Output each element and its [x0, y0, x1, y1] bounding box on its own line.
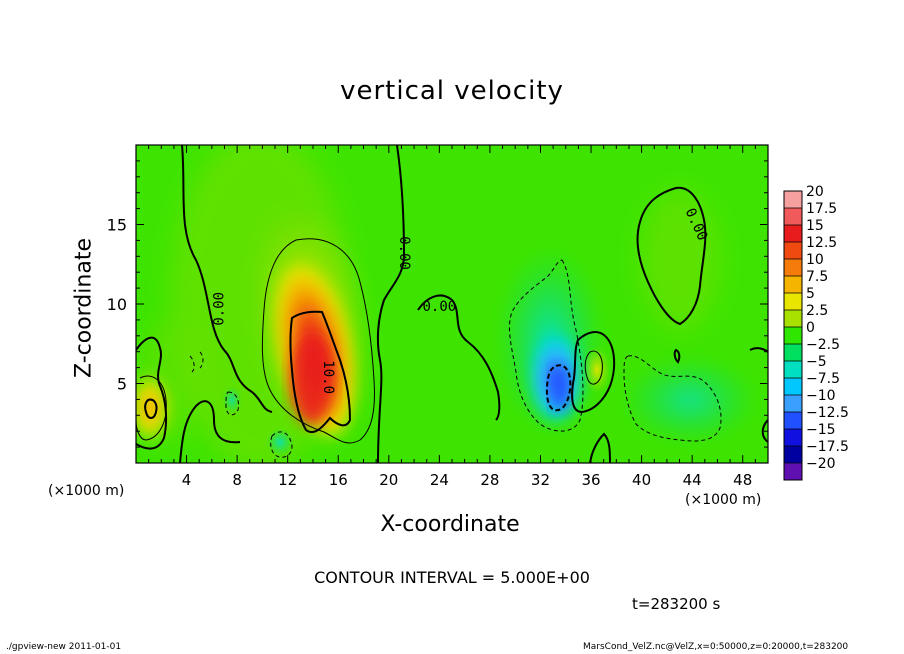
colorbar-swatch — [784, 446, 802, 463]
footer-source: MarsCond_VelZ.nc@VelZ,x=0:50000,z=0:2000… — [583, 642, 849, 652]
colorbar-label: 17.5 — [806, 201, 837, 217]
x-tick-label: 8 — [232, 471, 242, 489]
colorbar-swatch — [784, 208, 802, 225]
colorbar-label: 20 — [806, 184, 824, 200]
colorbar-label: 7.5 — [806, 269, 828, 285]
colorbar-swatch — [784, 310, 802, 327]
colorbar-label: 10 — [806, 252, 824, 268]
colorbar-label: 12.5 — [806, 235, 837, 251]
x-tick-label: 28 — [480, 471, 499, 489]
time-label: t=283200 s — [632, 595, 721, 613]
x-tick-label: 12 — [278, 471, 297, 489]
contour-label: 0.00 — [423, 299, 457, 315]
x-tick-label: 20 — [379, 471, 398, 489]
y-tick-label: 15 — [107, 216, 127, 235]
colorbar-label: −20 — [806, 456, 836, 472]
colorbar-label: −12.5 — [806, 405, 849, 421]
positive-contours — [136, 238, 603, 444]
x-tick-label: 40 — [632, 471, 651, 489]
x-axis-label: X-coordinate — [380, 512, 520, 537]
x-tick-label: 4 — [182, 471, 192, 489]
x-tick-label: 36 — [581, 471, 600, 489]
zero-contours — [136, 145, 768, 463]
contour-label: 0.00 — [211, 292, 227, 326]
velocity-field — [136, 145, 768, 463]
colorbar-swatch — [784, 225, 802, 242]
y-axis-label: Z-coordinate — [71, 238, 97, 378]
x-tick-label: 24 — [430, 471, 449, 489]
negative-contours — [189, 259, 722, 458]
colorbar-label: 0 — [806, 320, 815, 336]
colorbar-label: −2.5 — [806, 337, 840, 353]
x-tick-label: 16 — [329, 471, 348, 489]
chart-title: vertical velocity — [340, 76, 564, 106]
colorbar-swatch — [784, 361, 802, 378]
contour-interval-text: CONTOUR INTERVAL = 5.000E+00 — [314, 568, 590, 587]
colorbar-swatch — [784, 327, 802, 344]
footer-program: ./gpview-new 2011-01-01 — [6, 642, 122, 652]
y-axis-unit: (×1000 m) — [48, 483, 125, 499]
colorbar-label: 15 — [806, 218, 824, 234]
contour-label: 10.0 — [320, 360, 336, 394]
colorbar-label: −10 — [806, 388, 836, 404]
colorbar-swatch — [784, 344, 802, 361]
x-axis: 4 8 12 16 20 24 28 32 36 40 44 48 — [148, 145, 756, 489]
x-axis-unit: (×1000 m) — [685, 492, 762, 508]
colorbar-swatch — [784, 191, 802, 208]
colorbar-label: 2.5 — [806, 303, 828, 319]
colorbar-label: −17.5 — [806, 439, 849, 455]
x-tick-label: 44 — [683, 471, 702, 489]
colorbar-swatch — [784, 293, 802, 310]
colorbar-swatch — [784, 276, 802, 293]
colorbar-swatch — [784, 395, 802, 412]
colorbar-label: −15 — [806, 422, 836, 438]
contour-label: 0.00 — [396, 236, 412, 270]
y-tick-label: 10 — [107, 295, 127, 314]
colorbar-swatch — [784, 378, 802, 395]
x-tick-label: 32 — [531, 471, 550, 489]
x-tick-label: 48 — [733, 471, 752, 489]
colorbar-swatch — [784, 412, 802, 429]
colorbar-label: −5 — [806, 354, 827, 370]
colorbar-swatch — [784, 242, 802, 259]
colorbar-swatch — [784, 259, 802, 276]
colorbar-swatch — [784, 429, 802, 446]
colorbar-swatch — [784, 463, 802, 480]
colorbar: 2017.51512.5107.552.50−2.5−5−7.5−10−12.5… — [783, 184, 849, 481]
colorbar-label: −7.5 — [806, 371, 840, 387]
y-tick-label: 5 — [117, 375, 127, 394]
colorbar-label: 5 — [806, 286, 815, 302]
y-axis: 5 10 15 — [107, 160, 768, 448]
